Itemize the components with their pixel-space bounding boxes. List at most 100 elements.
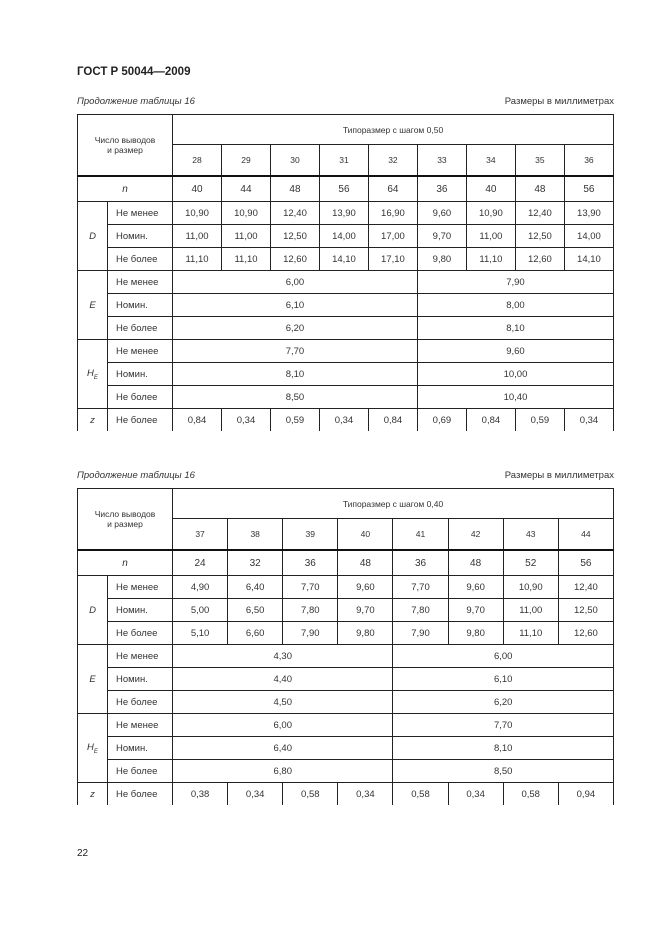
row-label: Не менее bbox=[106, 201, 174, 225]
value-cell: 14,10 bbox=[563, 247, 615, 271]
row-symbol: n bbox=[76, 549, 174, 576]
value-cell: 12,60 bbox=[269, 247, 320, 271]
dimensions-table-pitch-050: Число выводов и размер Типоразмер с шагом … bbox=[76, 114, 615, 431]
table-row-e: Не более 6,20 8,10 bbox=[78, 316, 615, 340]
value-cell: 48 bbox=[447, 549, 504, 576]
value-cell: 24 bbox=[172, 549, 229, 576]
row-symbol: HE bbox=[77, 339, 108, 409]
value-cell: 6,60 bbox=[227, 621, 284, 645]
value-cell: 10,90 bbox=[502, 575, 559, 599]
value-cell: 9,70 bbox=[447, 598, 504, 622]
value-cell: 36 bbox=[282, 549, 339, 576]
row-label: Не менее bbox=[106, 270, 174, 294]
row-label: Номин. bbox=[106, 362, 174, 386]
value-cell-span: 10,40 bbox=[416, 385, 615, 409]
value-cell-span: 8,50 bbox=[392, 759, 614, 783]
row-symbol: z bbox=[77, 408, 108, 431]
value-cell: 13,90 bbox=[563, 201, 615, 225]
value-cell: 64 bbox=[367, 175, 418, 202]
value-cell: 12,50 bbox=[514, 224, 565, 248]
row-label: Не более bbox=[106, 385, 174, 409]
symbol-text: H bbox=[87, 367, 94, 379]
value-cell-span: 4,50 bbox=[172, 690, 394, 714]
value-cell: 0,34 bbox=[318, 408, 369, 431]
value-cell: 9,60 bbox=[447, 575, 504, 599]
value-cell: 14,10 bbox=[318, 247, 369, 271]
symbol-text: E bbox=[89, 673, 96, 685]
value-cell-span: 6,00 bbox=[172, 270, 418, 294]
size-header-cell: 28 bbox=[172, 144, 222, 177]
value-cell: 11,00 bbox=[221, 224, 271, 248]
value-cell: 12,40 bbox=[514, 201, 565, 225]
value-cell-span: 6,00 bbox=[172, 713, 394, 737]
table-row-d: D Не менее 10,90 10,90 12,40 13,90 16,90 9,60 10… bbox=[77, 201, 615, 271]
value-cell: 0,84 bbox=[465, 408, 516, 431]
value-cell: 7,80 bbox=[282, 598, 339, 622]
value-cell-span: 9,60 bbox=[416, 339, 615, 363]
value-cell: 48 bbox=[337, 549, 394, 576]
table-row-e: Номин. 4,40 6,10 bbox=[78, 667, 614, 691]
symbol-subscript: E bbox=[93, 748, 98, 755]
value-cell: 44 bbox=[221, 175, 271, 202]
table-row-e: Номин. 6,10 8,00 bbox=[78, 293, 615, 317]
size-header-cell: 36 bbox=[563, 144, 615, 177]
corner-header-cell: Число выводов и размер bbox=[76, 114, 174, 177]
value-cell: 12,50 bbox=[557, 598, 615, 622]
row-label: Не более bbox=[106, 690, 174, 714]
value-cell: 11,00 bbox=[465, 224, 516, 248]
document-id: ГОСТ Р 50044—2009 bbox=[77, 66, 191, 78]
value-cell: 4,90 bbox=[172, 575, 229, 599]
size-header-cell: 43 bbox=[502, 518, 559, 551]
size-header-cell: 29 bbox=[221, 144, 271, 177]
value-cell: 7,90 bbox=[392, 621, 449, 645]
size-header-cell: 44 bbox=[557, 518, 615, 551]
units-note: Размеры в миллиметрах bbox=[504, 470, 614, 481]
value-cell: 11,00 bbox=[172, 224, 222, 248]
symbol-text: H bbox=[87, 741, 94, 753]
table-row-n: n 40 44 48 56 64 36 40 48 56 bbox=[76, 175, 615, 202]
row-label: Не более bbox=[106, 408, 174, 431]
value-cell: 9,60 bbox=[416, 201, 467, 225]
value-cell-span: 4,40 bbox=[172, 667, 394, 691]
value-cell: 0,58 bbox=[502, 782, 559, 805]
value-cell: 7,70 bbox=[282, 575, 339, 599]
value-cell: 0,34 bbox=[227, 782, 284, 805]
corner-header-line: Число выводов bbox=[94, 135, 156, 145]
value-cell: 9,80 bbox=[416, 247, 467, 271]
value-cell: 11,10 bbox=[502, 621, 559, 645]
row-label: Не более bbox=[106, 621, 174, 645]
row-label: Не более bbox=[106, 782, 174, 805]
value-cell: 0,69 bbox=[416, 408, 467, 431]
value-cell-span: 8,50 bbox=[172, 385, 418, 409]
corner-header-line: Число выводов bbox=[94, 509, 156, 519]
value-cell: 0,84 bbox=[172, 408, 222, 431]
row-label: Не менее bbox=[106, 644, 174, 668]
value-cell-span: 6,20 bbox=[172, 316, 418, 340]
value-cell: 0,58 bbox=[282, 782, 339, 805]
dimensions-table-pitch-040: Число выводов и размер Типоразмер с шагом … bbox=[76, 488, 615, 805]
table-row-he: Не более 8,50 10,40 bbox=[78, 385, 615, 409]
page-number: 22 bbox=[77, 848, 89, 859]
value-cell: 5,10 bbox=[172, 621, 229, 645]
value-cell: 0,59 bbox=[514, 408, 565, 431]
table-row-he: Не более 6,80 8,50 bbox=[78, 759, 614, 783]
table-row-d: Не более 5,10 6,60 7,90 9,80 7,90 9,80 11,10 12,… bbox=[78, 621, 615, 645]
value-cell-span: 6,00 bbox=[392, 644, 614, 668]
row-symbol: E bbox=[77, 644, 108, 714]
value-cell: 0,58 bbox=[392, 782, 449, 805]
value-cell: 9,60 bbox=[337, 575, 394, 599]
row-symbol: z bbox=[77, 782, 108, 805]
value-cell: 13,90 bbox=[318, 201, 369, 225]
value-cell: 16,90 bbox=[367, 201, 418, 225]
row-label: Не более bbox=[106, 316, 174, 340]
table-row-he: Номин. 6,40 8,10 bbox=[78, 736, 614, 760]
table-row-he: Номин. 8,10 10,00 bbox=[78, 362, 615, 386]
table-row-e: E Не менее 4,30 6,00 bbox=[77, 644, 614, 714]
size-header-cell: 32 bbox=[367, 144, 418, 177]
value-cell: 12,40 bbox=[557, 575, 615, 599]
value-cell: 11,10 bbox=[221, 247, 271, 271]
row-label: Номин. bbox=[106, 598, 174, 622]
value-cell: 7,90 bbox=[282, 621, 339, 645]
value-cell: 0,38 bbox=[172, 782, 229, 805]
value-cell: 0,94 bbox=[557, 782, 615, 805]
